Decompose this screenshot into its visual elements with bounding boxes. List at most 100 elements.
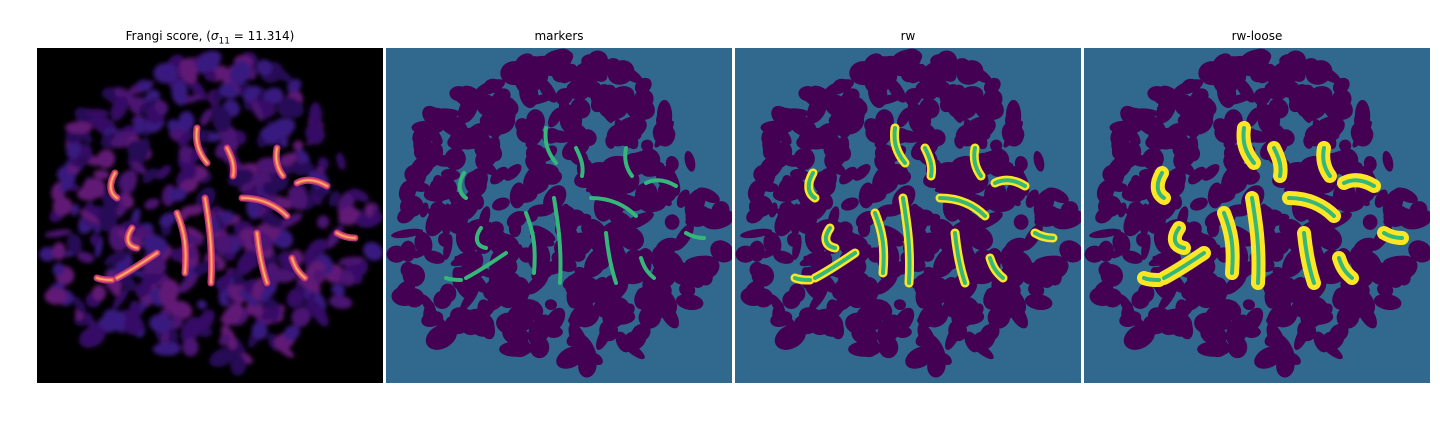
vessel-mark (623, 146, 634, 178)
tissue-blob (1117, 202, 1127, 218)
tissue-blob (426, 208, 451, 226)
tissue-blob (925, 58, 951, 88)
score-blob (365, 203, 374, 218)
tissue-blob (506, 210, 528, 229)
tissue-blob (797, 201, 817, 221)
tissue-blob (939, 84, 960, 104)
tissue-blob (770, 294, 786, 317)
score-blob (331, 283, 345, 296)
score-blob (181, 205, 204, 216)
score-blob (292, 140, 304, 151)
tissue-blob (482, 115, 495, 136)
score-blob (52, 242, 66, 261)
tissue-blob (901, 69, 916, 83)
score-blob (310, 194, 322, 206)
vessel-mark (901, 196, 912, 285)
tissue-blob (675, 293, 704, 311)
tissue-blob (696, 187, 720, 204)
score-blob (178, 274, 198, 293)
tissue-blob (831, 115, 844, 136)
tissue-blob (460, 286, 480, 312)
tissue-blob (628, 151, 647, 168)
tissue-blob (827, 160, 846, 176)
tissue-blob (958, 210, 982, 230)
score-blob (271, 304, 281, 323)
score-blob (92, 284, 107, 302)
tissue-blob (1307, 181, 1326, 197)
score-blob (251, 277, 265, 302)
tissue-blob (1028, 282, 1045, 298)
score-blob (153, 62, 178, 84)
vessel-mark (96, 277, 113, 281)
score-blob (85, 108, 110, 117)
score-blob (274, 341, 295, 358)
score-blob (112, 287, 129, 310)
tissue-blob (1025, 189, 1039, 208)
tissue-blob (474, 138, 497, 160)
score-blob (309, 102, 323, 130)
tissue-blob (1033, 150, 1045, 172)
vessel-mark (1222, 211, 1235, 275)
tissue-blob (1312, 116, 1345, 141)
tissue-blob (617, 65, 643, 84)
tissue-blob (793, 147, 815, 171)
tissue-blob (1250, 69, 1265, 83)
sigma-subscript: 11 (218, 36, 230, 47)
vessel-mark (684, 231, 706, 240)
tissue-blob (845, 312, 873, 335)
score-blob (238, 289, 259, 307)
score-blob (217, 273, 231, 293)
vessel-mark (1142, 276, 1161, 282)
tissue-blob (458, 94, 479, 124)
tissue-blob (532, 225, 556, 242)
tissue-blob (1411, 202, 1421, 219)
tissue-blob (1246, 107, 1261, 128)
tissue-blob (614, 116, 647, 141)
tissue-blob (622, 340, 645, 360)
score-blob (149, 314, 173, 333)
tissue-blob (1207, 297, 1231, 313)
tissue-blob (1242, 299, 1255, 311)
tissue-blob (423, 153, 440, 166)
score-blob (96, 149, 116, 169)
tissue-blob (1297, 97, 1312, 123)
tissue-blob (1264, 333, 1279, 347)
score-blob (129, 300, 141, 317)
score-blob (66, 142, 81, 159)
tissue-blob (599, 97, 614, 123)
tissue-blob (483, 278, 503, 300)
tissue-blob (599, 320, 619, 342)
tissue-blob (782, 313, 802, 341)
sigma-symbol: σ (210, 29, 219, 43)
score-blob (328, 295, 353, 309)
tissue-blob (826, 299, 840, 318)
tissue-blob (528, 204, 555, 217)
tissue-blob (489, 233, 520, 258)
tissue-blob (1223, 272, 1247, 295)
tissue-blob (905, 345, 935, 369)
tissue-blob (1224, 56, 1247, 86)
score-blob (162, 298, 182, 312)
tissue-blob (952, 58, 972, 77)
tissue-blob (1121, 184, 1153, 202)
score-blob (180, 316, 202, 343)
vessel-mark (793, 276, 812, 282)
vessel-mark (336, 232, 356, 239)
vessel-mark (474, 226, 488, 250)
rw-loose-canvas (1084, 48, 1430, 378)
tissue-blob (1200, 98, 1217, 116)
score-blob (44, 287, 68, 305)
vessel-mark (552, 196, 563, 285)
score-blob (76, 154, 90, 165)
tissue-blob (1317, 302, 1329, 325)
vessel-mark (524, 211, 537, 275)
tissue-blob (897, 107, 912, 128)
tissue-blob (626, 95, 655, 120)
tissue-blob (987, 305, 1011, 329)
score-blob (287, 79, 302, 93)
tissue-blob (1194, 312, 1222, 335)
tissue-blob (676, 189, 690, 208)
tissue-blob (963, 116, 996, 141)
tissue-blob (685, 255, 716, 267)
tissue-blob (556, 345, 586, 369)
